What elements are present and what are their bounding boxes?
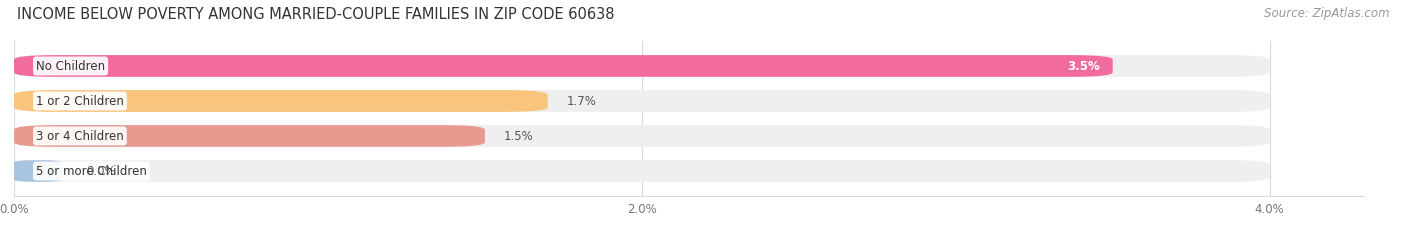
Text: 3.5%: 3.5% — [1067, 60, 1099, 73]
Text: 1 or 2 Children: 1 or 2 Children — [37, 95, 124, 108]
Text: No Children: No Children — [37, 60, 105, 73]
Text: Source: ZipAtlas.com: Source: ZipAtlas.com — [1264, 7, 1389, 20]
FancyBboxPatch shape — [14, 126, 1270, 147]
Text: 1.7%: 1.7% — [567, 95, 596, 108]
FancyBboxPatch shape — [14, 161, 60, 182]
FancyBboxPatch shape — [14, 56, 1270, 77]
FancyBboxPatch shape — [14, 161, 1270, 182]
FancyBboxPatch shape — [14, 126, 485, 147]
Text: 3 or 4 Children: 3 or 4 Children — [37, 130, 124, 143]
FancyBboxPatch shape — [14, 56, 1112, 77]
FancyBboxPatch shape — [14, 91, 1270, 112]
Text: 5 or more Children: 5 or more Children — [37, 165, 146, 178]
Text: INCOME BELOW POVERTY AMONG MARRIED-COUPLE FAMILIES IN ZIP CODE 60638: INCOME BELOW POVERTY AMONG MARRIED-COUPL… — [17, 7, 614, 22]
Text: 0.0%: 0.0% — [86, 165, 115, 178]
Text: 1.5%: 1.5% — [503, 130, 533, 143]
FancyBboxPatch shape — [14, 91, 548, 112]
